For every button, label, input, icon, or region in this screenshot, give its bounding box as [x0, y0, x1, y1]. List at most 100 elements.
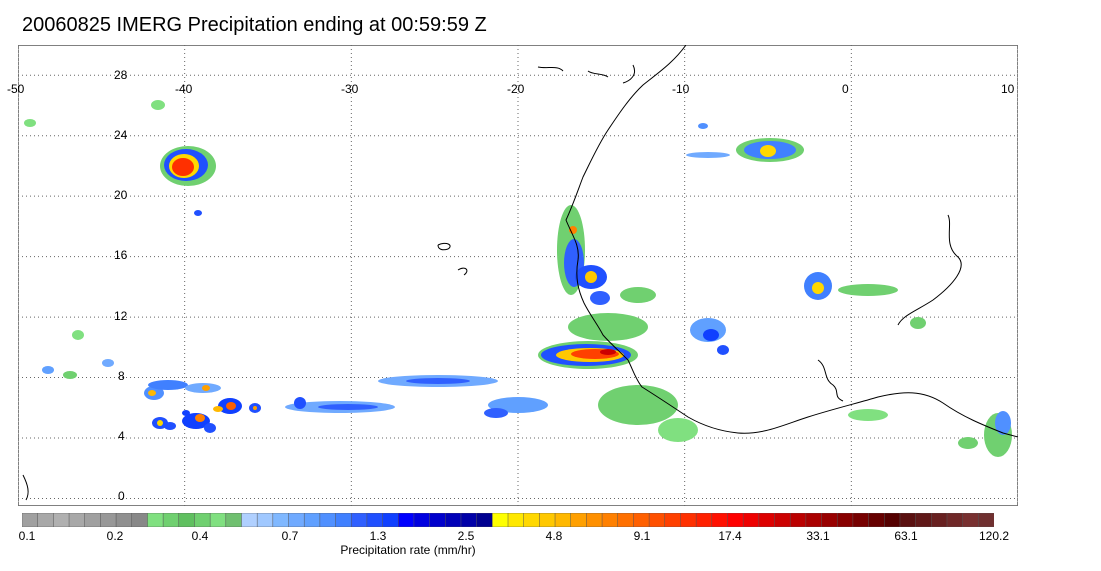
- precip-cell: [406, 378, 470, 384]
- precip-cell: [204, 423, 216, 433]
- colorbar-swatch: [680, 513, 697, 527]
- precip-cell: [226, 402, 236, 410]
- colorbar-title: Precipitation rate (mm/hr): [340, 543, 476, 557]
- colorbar-swatch: [664, 513, 682, 527]
- precip-cell: [812, 282, 824, 294]
- precip-cell: [164, 422, 176, 430]
- precip-cell: [42, 366, 54, 374]
- colorbar-swatch: [789, 513, 807, 527]
- colorbar-swatch: [695, 513, 713, 527]
- colorbar-swatch: [335, 513, 352, 527]
- precip-cell: [590, 291, 610, 305]
- colorbar-swatch: [460, 513, 478, 527]
- colorbar-swatch: [398, 513, 415, 527]
- colorbar-swatch: [225, 513, 243, 527]
- precip-cell: [24, 119, 36, 127]
- precip-cell: [102, 359, 114, 367]
- colorbar-swatch: [554, 513, 572, 527]
- precip-cell: [600, 349, 616, 355]
- precip-cell: [151, 100, 165, 110]
- precip-cell: [253, 406, 257, 410]
- precip-cell: [294, 397, 306, 409]
- precip-cell: [568, 313, 648, 341]
- precip-cell: [958, 437, 978, 449]
- colorbar-swatch: [758, 513, 776, 527]
- colorbar-swatch: [601, 513, 619, 527]
- colorbar-swatch: [586, 513, 603, 527]
- colorbar-label: 0.4: [191, 529, 209, 543]
- colorbar-swatch: [523, 513, 540, 527]
- precip-cell: [148, 380, 188, 390]
- precip-cell: [484, 408, 508, 418]
- colorbar-swatch: [492, 513, 509, 527]
- colorbar-label: 4.8: [545, 529, 563, 543]
- colorbar-swatch: [241, 513, 258, 527]
- colorbar-label: 0.2: [106, 529, 124, 543]
- lat-label: 28: [114, 68, 128, 82]
- coastlines: [22, 45, 1018, 501]
- colorbar-swatch: [413, 513, 431, 527]
- colorbar-swatch: [711, 513, 729, 527]
- colorbar-swatch: [100, 513, 117, 527]
- colorbar-swatch: [962, 513, 979, 527]
- colorbar-swatch: [303, 513, 321, 527]
- precip-cell: [995, 411, 1011, 435]
- island-outlines: [537, 64, 636, 84]
- colorbar-swatch: [539, 513, 556, 527]
- precip-cell: [195, 414, 205, 422]
- colorbar: [22, 513, 994, 527]
- colorbar-swatch: [570, 513, 587, 527]
- colorbar-swatch: [931, 513, 948, 527]
- colorbar-swatch: [382, 513, 399, 527]
- colorbar-swatch: [476, 513, 493, 527]
- lat-label: 0: [118, 489, 125, 503]
- precip-cell: [658, 418, 698, 442]
- lat-label: 12: [114, 309, 128, 323]
- colorbar-swatch: [37, 513, 54, 527]
- precip-cell: [172, 158, 194, 176]
- precip-cell: [698, 123, 708, 129]
- precip-cell: [213, 406, 223, 412]
- precipitation-cells: [24, 100, 1012, 457]
- lon-label: -40: [175, 82, 193, 96]
- precip-cell: [182, 410, 190, 416]
- colorbar-label: 0.1: [18, 529, 36, 543]
- colorbar-label: 17.4: [718, 529, 742, 543]
- colorbar-swatch: [884, 513, 901, 527]
- colorbar-label: 33.1: [806, 529, 830, 543]
- precip-cell: [585, 271, 597, 283]
- colorbar-label: 9.1: [633, 529, 651, 543]
- precip-cell: [686, 152, 730, 158]
- colorbar-swatch: [774, 513, 791, 527]
- precip-cell: [63, 371, 77, 379]
- lon-label: 10: [1001, 82, 1015, 96]
- lat-label: 8: [118, 369, 125, 383]
- precipitation-map: [18, 45, 1018, 506]
- colorbar-swatch: [53, 513, 70, 527]
- colorbar-swatch: [178, 513, 196, 527]
- colorbar-swatch: [147, 513, 164, 527]
- lat-label: 4: [118, 429, 125, 443]
- precip-cell: [194, 210, 202, 216]
- colorbar-swatch: [507, 513, 525, 527]
- colorbar-swatch: [115, 513, 133, 527]
- colorbar-swatch: [978, 513, 994, 527]
- colorbar-swatches: [22, 513, 994, 527]
- colorbar-swatch: [868, 513, 885, 527]
- colorbar-swatch: [727, 513, 744, 527]
- colorbar-label: 1.3: [369, 529, 387, 543]
- colorbar-swatch: [633, 513, 650, 527]
- colorbar-swatch: [162, 513, 180, 527]
- precip-cell: [202, 385, 210, 391]
- africa-coastline: [565, 45, 1018, 438]
- precip-cell: [760, 145, 776, 157]
- colorbar-swatch: [617, 513, 634, 527]
- colorbar-swatch: [319, 513, 337, 527]
- island-outlines: [437, 242, 468, 276]
- map-title: 20060825 IMERG Precipitation ending at 0…: [22, 14, 487, 36]
- map-panel: -50 -40 -30 -20 -10 0 10 28 24 20 16 12 …: [7, 45, 1018, 506]
- colorbar-swatch: [22, 513, 39, 527]
- colorbar-swatch: [209, 513, 227, 527]
- colorbar-swatch: [821, 513, 838, 527]
- colorbar-swatch: [84, 513, 101, 527]
